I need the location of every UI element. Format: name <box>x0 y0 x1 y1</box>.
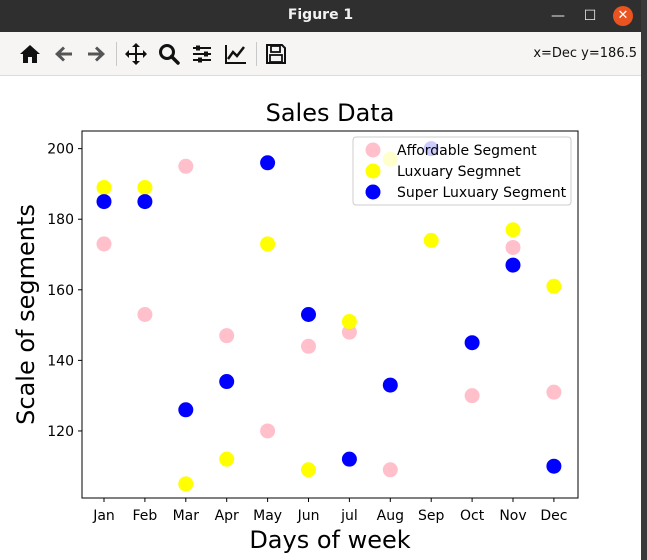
data-point-luxuary-segmnet <box>505 222 521 238</box>
minimize-button[interactable]: — <box>551 8 565 24</box>
save-icon[interactable] <box>262 40 290 68</box>
title-bar[interactable]: Figure 1 — ☐ ✕ <box>0 0 641 32</box>
maximize-button[interactable]: ☐ <box>583 8 597 24</box>
y-tick-label: 160 <box>47 283 74 299</box>
data-point-luxuary-segmnet <box>137 179 153 195</box>
data-point-super-luxuary-segment <box>464 335 480 351</box>
data-point-super-luxuary-segment <box>178 402 194 418</box>
data-point-affordable-segment <box>178 158 194 174</box>
configure-subplots-icon[interactable] <box>188 40 216 68</box>
legend-label: Super Luxuary Segment <box>397 185 567 201</box>
scatter-chart[interactable]: Sales Data 120 140 160 180 200 Jan Feb Mar Apr May… <box>0 77 641 560</box>
data-point-affordable-segment <box>301 338 316 354</box>
data-point-super-luxuary-segment <box>137 194 153 210</box>
x-tick-label: May <box>253 508 282 524</box>
x-axis-label: Days of week <box>249 526 410 554</box>
data-point-super-luxuary-segment <box>341 451 357 467</box>
data-point-luxuary-segmnet <box>260 236 276 252</box>
data-point-super-luxuary-segment <box>219 374 235 390</box>
legend-label: Luxuary Segmnet <box>397 164 521 180</box>
data-point-luxuary-segmnet <box>546 278 562 294</box>
x-tick-label: Sep <box>418 508 445 524</box>
data-point-super-luxuary-segment <box>260 155 276 171</box>
y-tick-label: 180 <box>47 212 74 228</box>
y-tick-label: 200 <box>47 142 74 158</box>
data-point-luxuary-segmnet <box>219 451 235 467</box>
data-point-super-luxuary-segment <box>382 377 398 393</box>
edit-axis-icon[interactable] <box>222 40 250 68</box>
x-tick-label: Apr <box>215 508 239 524</box>
back-arrow-icon[interactable] <box>50 40 78 68</box>
data-point-affordable-segment <box>341 324 357 340</box>
x-tick-label: jul <box>340 508 358 524</box>
legend-marker <box>365 184 381 200</box>
cursor-coordinates: x=Dec y=186.5 <box>533 46 637 61</box>
data-point-luxuary-segmnet <box>178 476 194 492</box>
data-point-luxuary-segmnet <box>96 179 112 195</box>
x-tick-label: Jan <box>92 508 115 524</box>
data-point-affordable-segment <box>382 462 398 478</box>
y-tick-label: 120 <box>47 424 74 440</box>
data-point-affordable-segment <box>219 328 235 344</box>
data-point-affordable-segment <box>137 307 153 322</box>
zoom-icon[interactable] <box>155 40 183 68</box>
x-tick-label: Nov <box>499 508 526 524</box>
data-point-luxuary-segmnet <box>423 232 439 248</box>
x-tick-label: Aug <box>377 508 404 524</box>
x-tick-label: Jun <box>297 508 320 524</box>
data-point-super-luxuary-segment <box>301 307 316 322</box>
plot-frame <box>81 130 579 499</box>
data-point-super-luxuary-segment <box>546 458 562 474</box>
y-tick-label: 140 <box>47 353 74 369</box>
close-button[interactable]: ✕ <box>613 6 633 26</box>
data-point-affordable-segment <box>546 384 562 400</box>
data-point-super-luxuary-segment <box>96 194 112 210</box>
x-tick-label: Dec <box>540 508 567 524</box>
background-strip <box>641 0 647 560</box>
chart-title: Sales Data <box>266 99 395 127</box>
toolbar-separator <box>256 42 257 66</box>
pan-icon[interactable] <box>122 40 150 68</box>
data-point-affordable-segment <box>96 236 112 252</box>
legend-marker <box>365 142 381 158</box>
toolbar-separator <box>116 42 117 66</box>
x-tick-label: Feb <box>133 508 158 524</box>
legend-label: Affordable Segment <box>397 143 537 159</box>
window-title: Figure 1 <box>287 7 354 23</box>
data-point-affordable-segment <box>505 239 521 255</box>
data-point-luxuary-segmnet <box>301 462 316 478</box>
home-icon[interactable] <box>16 40 44 68</box>
y-axis-label: Scale of segments <box>12 204 40 425</box>
navigation-toolbar: x=Dec y=186.5 <box>0 32 641 76</box>
forward-arrow-icon[interactable] <box>82 40 110 68</box>
x-tick-label: Oct <box>460 508 485 524</box>
data-point-luxuary-segmnet <box>341 314 357 330</box>
data-point-super-luxuary-segment <box>505 257 521 273</box>
data-point-affordable-segment <box>260 423 276 439</box>
x-tick-label: Mar <box>173 508 200 524</box>
legend-box <box>352 136 572 206</box>
figure-canvas[interactable]: Sales Data 120 140 160 180 200 Jan Feb Mar Apr May… <box>0 77 641 560</box>
data-point-affordable-segment <box>464 388 480 404</box>
legend-marker <box>365 163 381 179</box>
